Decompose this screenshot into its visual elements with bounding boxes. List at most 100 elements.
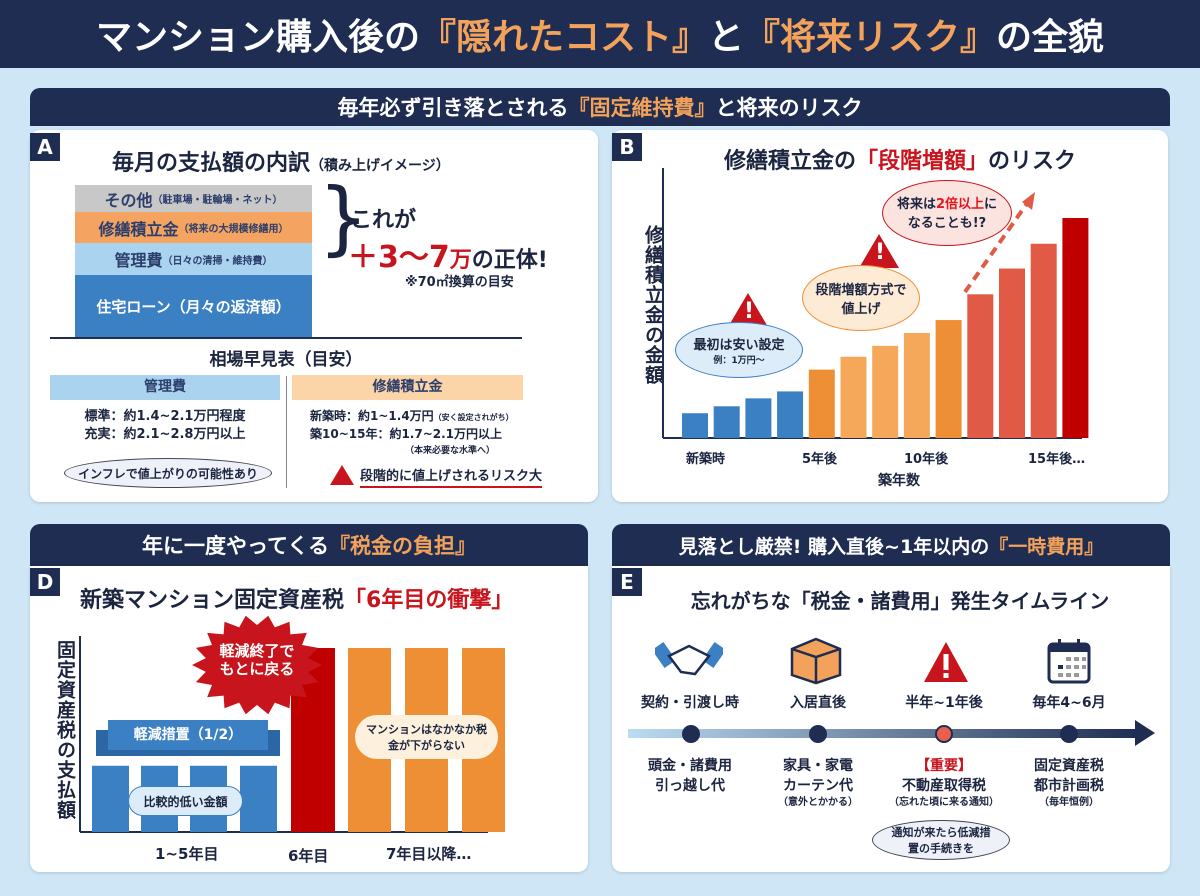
note: ※70㎡換算の目安 [405, 275, 514, 290]
x-tick-label: 10年後 [904, 452, 949, 467]
unit: 万 [449, 248, 472, 273]
cost: 不動産取得税 [902, 778, 986, 794]
divider [50, 337, 522, 339]
title-highlight: 『将来リスク』 [744, 17, 997, 58]
x-tick-label: 15年後… [1028, 452, 1086, 467]
event-costs: 【重要】 不動産取得税 （忘れた頃に来る通知） [874, 756, 1014, 809]
section-title: 見落とし厳禁! 購入直後~1年以内の [678, 535, 990, 558]
panel-letter: B [612, 133, 642, 161]
cost: 頭金・諸費用 [648, 758, 732, 774]
stack-management: 管理費 （日々の清掃・維持費） [75, 243, 312, 275]
timeline-line [628, 729, 1138, 738]
title-text: の全貌 [996, 17, 1105, 58]
procedure-bubble: 通知が来たら低減措置の手続きを [872, 820, 1010, 860]
burst-text: 軽減終了でもとに戻る [219, 642, 295, 678]
note: （安く設定されがち） [433, 413, 514, 422]
timeline-dot-important [935, 725, 953, 743]
cost-stack: その他 （駐車場・駐輪場・ネット） 修繕積立金 （将来の大規模修繕用） 管理費 （日々… [75, 185, 312, 337]
value: 新築時：約1~1.4万円 [310, 409, 434, 423]
note: （意外とかかる） [778, 797, 858, 808]
event-costs: 固定資産税 都市計画税 （毎年恒例） [1009, 756, 1129, 809]
bar [682, 413, 708, 438]
section-title: 毎年必ず引き落とされる [337, 96, 569, 120]
text: 最初は安い設定 [693, 338, 785, 353]
event-costs: 頭金・諸費用 引っ越し代 [630, 756, 750, 796]
sub: （駐車場・駐輪場・ネット） [152, 195, 283, 206]
bar [935, 320, 962, 438]
amount: ＋3〜7 [348, 240, 450, 275]
sub: （将来の大規模修繕用） [178, 224, 289, 235]
table-header-management: 管理費 [50, 375, 280, 400]
sub: （日々の清掃・維持費） [162, 255, 273, 267]
title: 毎月の支払額の内訳 [112, 151, 311, 176]
y-axis-label: 修繕積立金の金額 [642, 225, 664, 385]
bar [1062, 218, 1089, 438]
bar [1030, 243, 1057, 438]
label: その他 [104, 190, 153, 210]
stack-loan: 住宅ローン（月々の返済額） [75, 275, 312, 337]
section-title: 年に一度やってくる [142, 534, 329, 558]
warning-icon [859, 234, 899, 268]
inflation-bubble: インフレで値上がりの可能性あり [64, 458, 272, 488]
sub: 例：1万円〜 [713, 356, 765, 366]
event-costs: 家具・家電 カーテン代 （意外とかかる） [758, 756, 878, 809]
cost: 家具・家電 [783, 758, 853, 774]
label: 修繕積立金 [98, 219, 179, 239]
management-values: 標準：約1.4~2.1万円程度 充実：約2.1~2.8万円以上 [50, 408, 280, 444]
x-tick-label: 1~5年目 [155, 845, 219, 863]
note: （本来必要な水準へ） [405, 446, 496, 456]
bar [903, 332, 930, 438]
callout-text: これが [350, 208, 417, 233]
title-text: と [707, 17, 744, 58]
repair-values: 新築時：約1~1.4万円（安く設定されがち） 築10~15年：約1.7~2.1万… [310, 408, 530, 460]
x-axis-label: 築年数 [878, 473, 920, 489]
section-title-highlight: 『税金の負担』 [328, 534, 476, 558]
brace-icon: } [318, 171, 369, 264]
highlight: 2倍以上 [935, 197, 985, 212]
stack-other: その他 （駐車場・駐輪場・ネット） [75, 185, 312, 212]
note: （毎年恒例） [1039, 797, 1099, 808]
trend-arrow-icon [963, 192, 1035, 294]
timeline-dot [1060, 725, 1078, 743]
panel-e-title: 忘れがちな「税金・諸費用」発生タイムライン [690, 589, 1110, 613]
title-sub: （積み上げイメージ） [310, 158, 450, 174]
x-tick-label: 5年後 [802, 452, 838, 467]
title: のリスク [988, 149, 1077, 174]
arrow-head-icon [1135, 720, 1155, 746]
page-header: マンション購入後の 『隠れたコスト』と『将来リスク』 の全貌 [0, 0, 1200, 68]
title-highlight: 「6年目の衝撃」 [344, 588, 514, 613]
panel-a-title: 毎月の支払額の内訳（積み上げイメージ） [112, 145, 450, 177]
panel-letter: E [612, 568, 642, 596]
section-title: と将来のリスク [715, 96, 863, 120]
bar [92, 765, 129, 832]
panel-e [612, 566, 1170, 872]
ribbon-reduction: 軽減措置（1/2） [108, 720, 268, 750]
box-icon [790, 637, 842, 685]
value: 充実：約2.1~2.8万円以上 [84, 427, 246, 442]
table-title: 相場早見表（目安） [209, 350, 363, 370]
warning-icon [924, 642, 968, 682]
event-time: 入居直後 [790, 695, 846, 711]
risk-warning: 段階的に値上げされるリスク大 [360, 465, 543, 488]
burst-shape [192, 615, 322, 715]
text: の正体! [471, 248, 548, 273]
bar [745, 398, 772, 438]
callout-amount: ＋3〜7万の正体! [348, 232, 548, 276]
value: 標準：約1.4~2.1万円程度 [84, 409, 246, 424]
bar [713, 406, 740, 438]
warning-icon [330, 465, 354, 485]
table-header-repair: 修繕積立金 [292, 375, 523, 400]
title-highlight: 「段階増額」 [855, 149, 988, 174]
bar [840, 356, 867, 438]
divider [286, 376, 287, 488]
title-text: マンション購入後の [95, 17, 420, 58]
panel-letter: D [30, 568, 60, 596]
text: 将来は [896, 197, 936, 212]
panel-letter: A [30, 133, 60, 161]
section-d-header: 年に一度やってくる 『税金の負担』 [30, 524, 588, 566]
event-time: 契約・引渡し時 [641, 695, 739, 711]
low-amount-label: 比較的低い金額 [128, 786, 243, 816]
chart-property-tax [79, 636, 505, 833]
label: 管理費 [114, 251, 163, 270]
section1-header: 毎年必ず引き落とされる 『固定維持費』 と将来のリスク [30, 88, 1170, 126]
